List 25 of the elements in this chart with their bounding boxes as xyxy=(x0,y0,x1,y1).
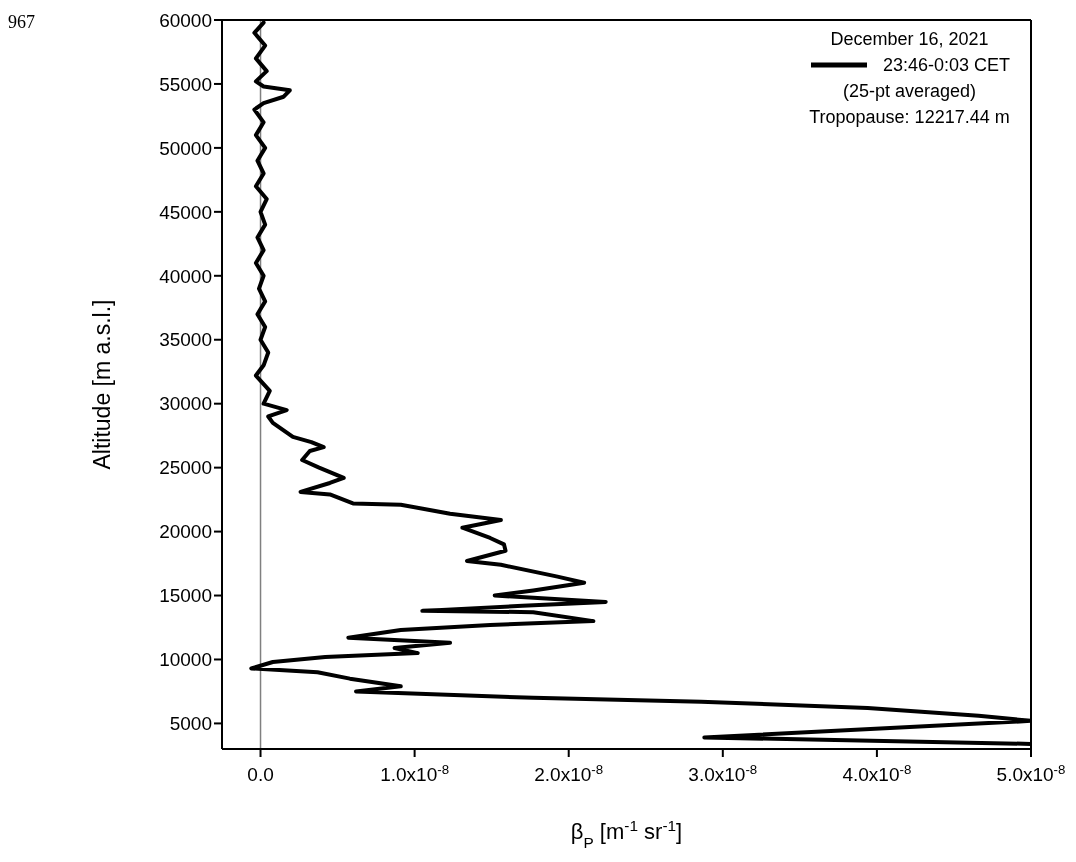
y-tick-label: 60000 xyxy=(159,9,212,31)
y-tick-label: 40000 xyxy=(159,265,212,287)
x-tick-label: 1.0x10$^{-8}$ xyxy=(380,761,450,785)
legend-title: December 16, 2021 xyxy=(829,28,990,51)
y-tick-label: 10000 xyxy=(159,649,212,671)
y-tick-label: 30000 xyxy=(159,393,212,415)
annotation: Tropopause: 12217.44 m xyxy=(808,106,1010,129)
y-tick-label: 55000 xyxy=(159,73,212,95)
y-tick-label: 5000 xyxy=(169,713,212,735)
text: 967 xyxy=(8,12,35,33)
legend-label: 23:46-0:03 CET xyxy=(882,54,1010,77)
y-axis-title: Altitude [m a.s.l.] xyxy=(89,299,116,470)
annotation: (25-pt averaged) xyxy=(841,80,977,103)
y-tick-label: 15000 xyxy=(159,585,212,607)
y-tick-label: 45000 xyxy=(159,201,212,223)
y-tick-label: 50000 xyxy=(159,137,212,159)
x-tick-label: 0.0 xyxy=(247,764,274,785)
x-tick-label: 4.0x10$^{-8}$ xyxy=(842,761,912,785)
y-tick-label: 25000 xyxy=(159,457,212,479)
x-axis-title: β$_{P}$ [m$^{-1}$ sr$^{-1}$] xyxy=(570,816,683,851)
y-tick-label: 35000 xyxy=(159,329,212,351)
x-tick-label: 3.0x10$^{-8}$ xyxy=(688,761,758,785)
y-tick-label: 20000 xyxy=(159,521,212,543)
x-tick-label: 2.0x10$^{-8}$ xyxy=(534,761,604,785)
x-tick-label: 5.0x10$^{-8}$ xyxy=(996,761,1066,785)
